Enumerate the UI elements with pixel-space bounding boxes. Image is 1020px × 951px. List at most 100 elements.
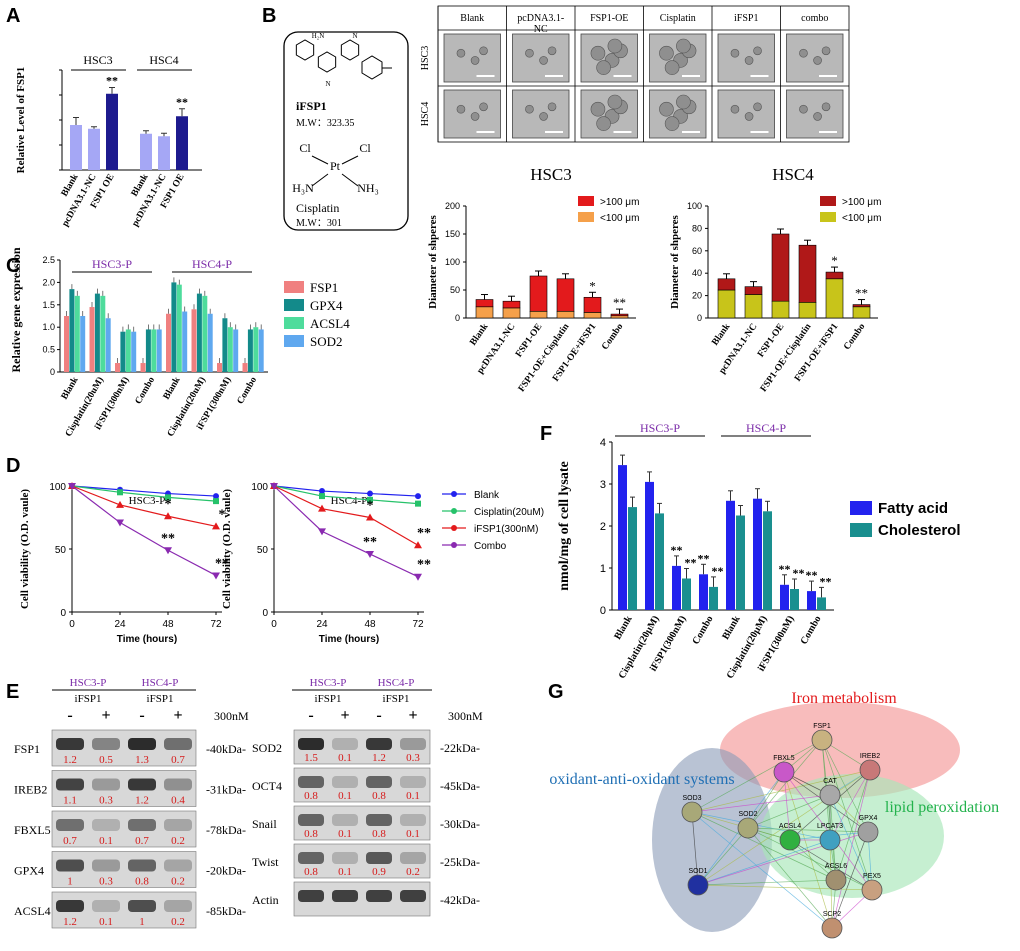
x-tick-label: Combo (799, 614, 824, 646)
y-tick-label: 1 (600, 563, 606, 575)
y-tick-label: 4 (600, 437, 606, 449)
y-tick-label: 40 (692, 268, 702, 278)
y-axis-title: Cell viability (O.D. vaule) (221, 489, 233, 609)
bar-upper (717, 278, 736, 291)
interaction-edge (821, 739, 873, 891)
bar (176, 116, 188, 170)
data-point (415, 493, 421, 500)
y-tick-label: 0 (600, 605, 606, 617)
y-tick-label: 60 (692, 246, 702, 256)
interaction-edge (747, 827, 869, 833)
significance: ** (417, 558, 431, 573)
sphere (799, 48, 808, 58)
x-tick-label: 72 (412, 619, 424, 630)
protein-band (366, 738, 392, 750)
data-point (366, 513, 374, 521)
atom-label: H₃N (292, 181, 314, 195)
protein-band (332, 738, 358, 750)
data-point (367, 496, 373, 503)
legend-label: Blank (474, 490, 500, 501)
bar (763, 511, 772, 610)
panel-label-c: C (6, 255, 20, 277)
band-quantification: 0.1 (99, 835, 113, 847)
compound-name: iFSP1 (296, 99, 327, 113)
y-axis-title: Cell viability (O.D. vaule) (19, 489, 31, 609)
bar (672, 565, 681, 610)
condition-label-line: combo (801, 13, 828, 24)
chart-title: HSC3 (530, 165, 572, 184)
bar (682, 578, 691, 610)
protein-node-label: CAT (823, 778, 837, 785)
y-tick-label: 3 (600, 479, 606, 491)
protein-band (400, 852, 426, 864)
protein-band (366, 890, 392, 902)
x-tick-label: Blank (710, 321, 733, 347)
data-point (366, 551, 374, 559)
sphere (813, 56, 822, 65)
band-quantification: 0.9 (372, 866, 386, 878)
bar (125, 329, 131, 372)
sphere (456, 104, 466, 114)
band-quantification: 0.7 (63, 835, 77, 847)
protein-node-label: SOD2 (738, 811, 757, 818)
band-quantification: 0.8 (372, 828, 386, 840)
interaction-edge (691, 794, 831, 813)
protein-band (400, 890, 426, 902)
atom-label: Cl (359, 141, 371, 155)
cluster-label: lipid peroxidation (885, 799, 999, 816)
protein-band (164, 778, 192, 791)
structure-box (283, 31, 409, 231)
molecular-weight-marker: -30kDa- (440, 817, 480, 831)
bar-lower (583, 312, 602, 319)
data-point (68, 483, 76, 490)
sphere (676, 38, 691, 54)
x-tick-label: Combo (134, 375, 158, 406)
bar-lower (852, 306, 871, 319)
interaction-edge (697, 839, 831, 886)
ring-bond (340, 39, 360, 61)
group-label: HSC4 (149, 53, 178, 67)
band-quantification: 1 (67, 876, 73, 888)
band-quantification: 0.7 (171, 754, 185, 766)
bond (311, 155, 329, 165)
interaction-edge (835, 769, 871, 881)
bar (151, 329, 157, 372)
y-tick-label: 50 (55, 545, 67, 556)
x-tick-label: FSP1-OE+Cisplatin (517, 321, 572, 394)
y-tick-label: 0.5 (42, 345, 55, 355)
bar (64, 316, 69, 372)
interaction-edge (747, 771, 785, 829)
data-point (165, 494, 171, 501)
bar-upper (583, 296, 602, 313)
molecular-weight-marker: -25kDa- (440, 855, 480, 869)
sphere (676, 94, 691, 110)
sphere (813, 112, 822, 121)
panel-label-f: F (540, 423, 552, 445)
protein-node-label: IREB2 (860, 753, 880, 760)
bar-upper (529, 275, 548, 312)
significance: ** (671, 543, 683, 557)
significance: ** (820, 574, 832, 588)
protein-node (773, 761, 795, 783)
legend-swatch (850, 523, 872, 537)
x-tick-label: 48 (364, 619, 376, 630)
bar-upper (825, 271, 844, 280)
molecular-weight-marker: -22kDa- (440, 741, 480, 755)
molecular-weight: M.W：323.35 (296, 118, 354, 129)
bar (88, 128, 100, 170)
band-quantification: 1.3 (135, 754, 149, 766)
protein-band (164, 819, 192, 831)
y-tick-label: 0 (50, 367, 55, 377)
band-quantification: 1 (139, 916, 145, 928)
bar (156, 329, 162, 372)
x-tick-label: 24 (316, 619, 328, 630)
band-quantification: 1.2 (135, 795, 149, 807)
data-point (415, 500, 421, 507)
bar (807, 591, 816, 610)
significance: ** (698, 551, 710, 565)
y-tick-label: 2.5 (42, 255, 55, 265)
x-tick-label: Combo (691, 614, 716, 646)
